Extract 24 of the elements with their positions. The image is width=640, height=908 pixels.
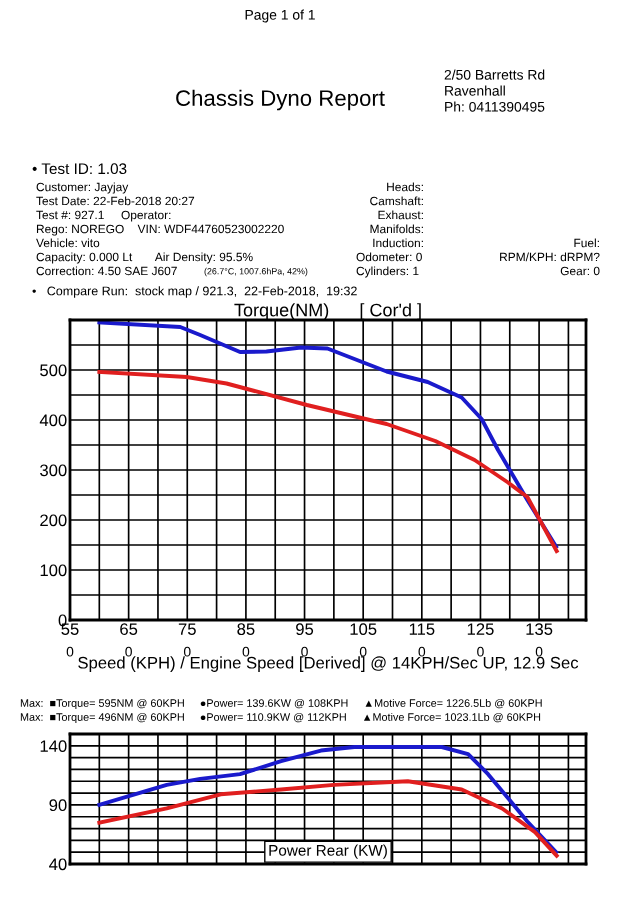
x-tick-label: 105: [350, 623, 377, 636]
x-tick-label: 95: [296, 623, 314, 636]
x-tick-label: 55: [61, 623, 79, 636]
line-series: [97, 320, 559, 549]
y-tick-label: 0: [58, 614, 67, 627]
x-axis-title: Speed (KPH) / Engine Speed [Derived] @ 14KPH/Sec UP, 12.9 Sec: [78, 656, 579, 672]
x-tick-label: 115: [409, 623, 435, 636]
x-tick-label: 85: [237, 623, 255, 636]
y-tick-label: 40: [49, 858, 67, 871]
y-tick-label: 300: [40, 464, 67, 477]
line-series: [97, 779, 559, 858]
text: Chassis Dyno Report: [176, 89, 385, 111]
y-tick-label: 200: [40, 514, 67, 527]
y-tick-label: 500: [40, 364, 67, 377]
line-series: [97, 745, 559, 855]
x-tick-label: 65: [120, 623, 138, 636]
y-tick-label: 140: [40, 740, 67, 753]
x-tick-label: 125: [467, 623, 494, 636]
y-tick-label: 90: [49, 799, 67, 812]
line-series: [97, 370, 559, 553]
x-tick-label: 75: [178, 623, 196, 636]
y-tick-label: 100: [40, 564, 67, 577]
x-tick-label: 135: [526, 623, 553, 636]
y-tick-label: 400: [39, 414, 67, 427]
